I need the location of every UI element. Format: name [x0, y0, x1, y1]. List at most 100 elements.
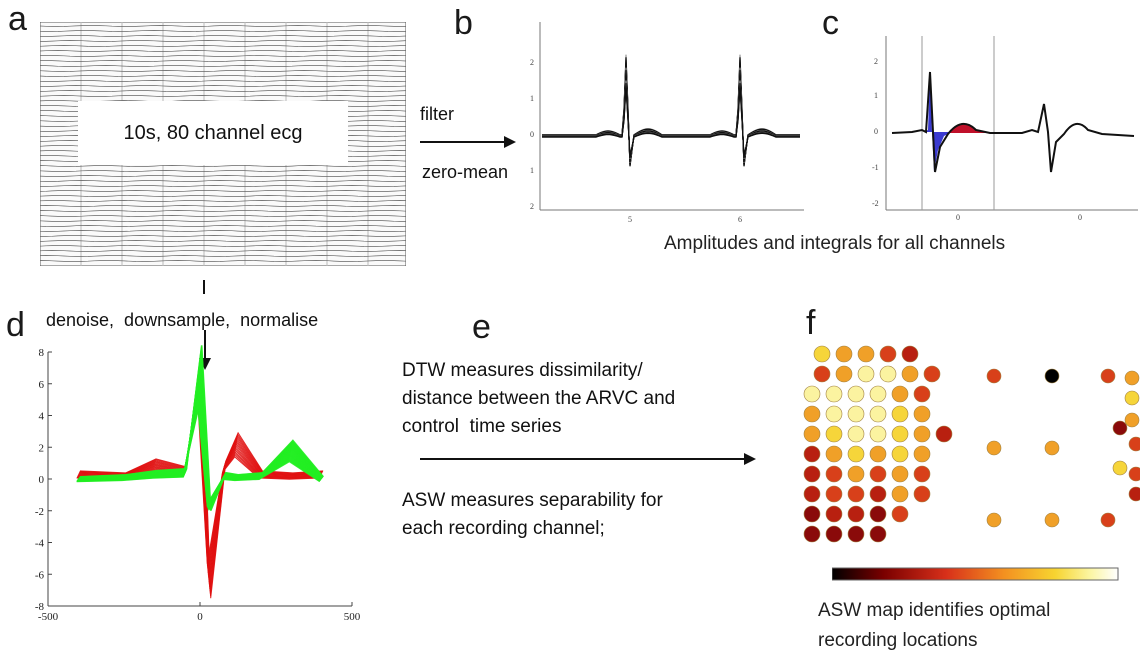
electrode-dot [803, 405, 821, 423]
x-tick-label: 0 [197, 611, 203, 623]
ecg-channel-trace [40, 35, 406, 37]
electrode-dot [813, 365, 831, 383]
electrode-dot [803, 385, 821, 403]
electrode-dot [913, 485, 931, 503]
electrode-dot [891, 465, 909, 483]
ecg-channel-trace [40, 170, 406, 172]
electrode-dot [847, 405, 865, 423]
y-tick-label: -8 [35, 601, 45, 613]
ecg-channel-trace [40, 175, 406, 177]
electrode-dot [869, 465, 887, 483]
ecg-channel-trace [40, 45, 406, 47]
electrode-dot [803, 465, 821, 483]
electrode-dot [825, 425, 843, 443]
c-ytick-3: 0 [874, 127, 878, 136]
electrode-dot [913, 425, 931, 443]
dtw-line-1: DTW measures dissimilarity/ [402, 360, 643, 381]
ecg-channel-trace [40, 55, 406, 57]
electrode-dot [879, 365, 897, 383]
electrode-dot [1124, 412, 1140, 428]
electrode-dot [913, 445, 931, 463]
panel-letter-a: a [8, 0, 27, 38]
filtered-beat-trace [542, 83, 800, 159]
t-wave-integral-area [950, 123, 988, 133]
ecg-channel-trace [40, 85, 406, 87]
electrode-dot [825, 485, 843, 503]
ecg-channel-trace [40, 260, 406, 262]
electrode-dot [1112, 420, 1128, 436]
electrode-dot [825, 465, 843, 483]
electrode-dot [869, 405, 887, 423]
electrode-dot [1044, 440, 1060, 456]
asw-line-1: ASW measures separability for [402, 490, 663, 511]
dtw-line-3: control time series [402, 416, 562, 437]
y-tick-label: 6 [39, 379, 45, 391]
electrode-dot [847, 505, 865, 523]
ecg-channel-trace [40, 70, 406, 72]
electrode-dot [891, 505, 909, 523]
c-xtick-2: 0 [1078, 213, 1082, 222]
electrode-dot [1128, 436, 1140, 452]
filtered-beat-trace [542, 88, 800, 157]
filtered-traces [542, 54, 800, 167]
ecg-beat-trace [891, 71, 1135, 173]
electrode-dot [803, 445, 821, 463]
electrode-dot [847, 465, 865, 483]
panel-c-caption: Amplitudes and integrals for all channel… [664, 233, 1006, 254]
electrode-dot [825, 385, 843, 403]
electrode-dot [1044, 368, 1060, 384]
filtered-beat-trace [542, 54, 800, 167]
integral-ecg-plot: 2 1 0 -1 -2 0 0 [872, 36, 1138, 222]
c-ytick-4: -1 [872, 163, 879, 172]
electrode-dot [913, 465, 931, 483]
b-ytick-5: 2 [530, 202, 534, 211]
electrode-dot [803, 425, 821, 443]
panel-f-caption-line1: ASW map identifies optimal [818, 600, 1051, 621]
arvc-series-line [76, 400, 321, 569]
electrode-dots [803, 345, 1140, 543]
ecg-channel-trace [40, 50, 406, 52]
ecg-channel-trace [40, 250, 406, 252]
ecg-channel-trace [40, 235, 406, 237]
electrode-dot [1112, 460, 1128, 476]
electrode-dot [1128, 486, 1140, 502]
electrode-dot [813, 345, 831, 363]
electrode-dot [986, 512, 1002, 528]
b-ytick-1: 2 [530, 58, 534, 67]
electrode-dot [869, 505, 887, 523]
electrode-dot [869, 445, 887, 463]
panel-letter-b: b [454, 4, 473, 42]
electrode-dot [803, 525, 821, 543]
qrs-integral-area [924, 72, 952, 172]
ecg-channel-trace [40, 95, 406, 97]
x-tick-label: -500 [38, 611, 59, 623]
ecg-channel-trace [40, 210, 406, 212]
ecg-channel-trace [40, 240, 406, 242]
filtered-beat-trace [542, 77, 800, 160]
asw-colorbar [832, 567, 1119, 581]
electrode-dot [825, 525, 843, 543]
x-tick-label: 500 [344, 611, 361, 623]
ecg-channel-trace [40, 245, 406, 247]
filtered-beat-trace [542, 67, 800, 163]
b-ytick-2: 1 [530, 94, 534, 103]
arrow-e-to-f [420, 453, 756, 465]
filtered-beat-trace [542, 85, 800, 158]
ecg-channel-trace [40, 190, 406, 192]
filtered-beat-trace [542, 59, 800, 166]
electrode-dot [879, 345, 897, 363]
arvc-series-line [76, 404, 321, 567]
ecg-channel-trace [40, 60, 406, 62]
b-xtick-1: 5 [628, 215, 632, 224]
zero-mean-label: zero-mean [422, 162, 509, 182]
electrode-dot [901, 345, 919, 363]
electrode-dot [1044, 512, 1060, 528]
electrode-dot [923, 365, 941, 383]
electrode-dot [825, 405, 843, 423]
electrode-dot [869, 385, 887, 403]
filtered-beat-trace [542, 62, 800, 165]
c-ytick-1: 2 [874, 57, 878, 66]
filtered-beat-trace [542, 75, 800, 161]
y-tick-label: -6 [35, 569, 45, 581]
electrode-dot [1124, 390, 1140, 406]
